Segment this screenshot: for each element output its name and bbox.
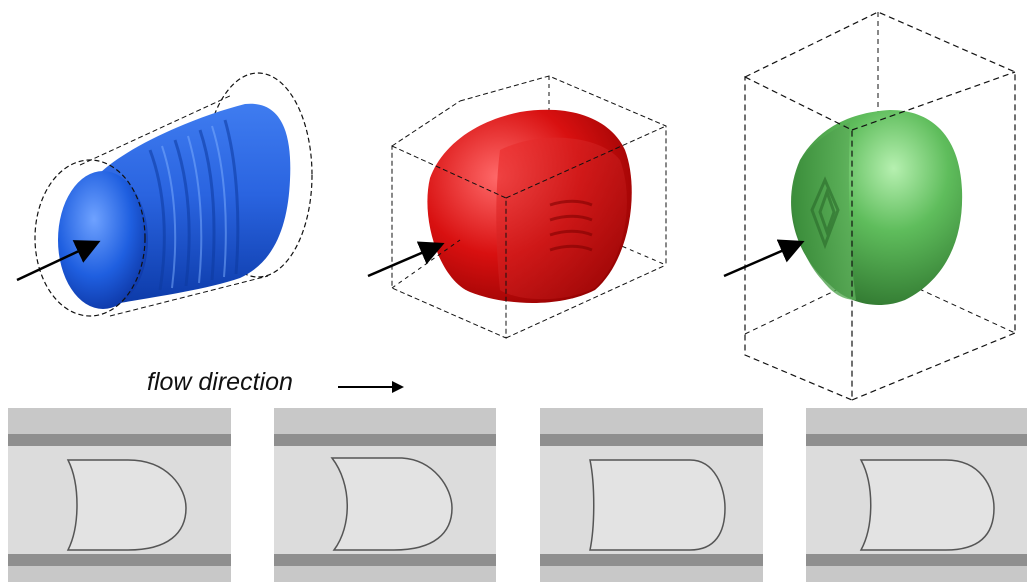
flow-direction-arrow bbox=[338, 381, 404, 393]
cylinder-front-face bbox=[58, 171, 148, 309]
droplet-outline-3 bbox=[589, 459, 726, 551]
box-flow-arrow bbox=[723, 239, 805, 278]
tall-box-panel bbox=[723, 11, 1016, 401]
cube-flow-arrow bbox=[367, 241, 445, 278]
cylinder-front-outline bbox=[34, 159, 146, 317]
micrograph-3 bbox=[540, 408, 763, 582]
micrograph-1 bbox=[8, 408, 231, 582]
micrograph-2 bbox=[274, 408, 496, 582]
cylinder-flow-arrow bbox=[16, 240, 101, 282]
droplet-outline-1 bbox=[66, 459, 187, 551]
flow-direction-label: flow direction bbox=[147, 368, 293, 396]
cube-panel bbox=[367, 75, 667, 339]
droplet-outline-2 bbox=[330, 457, 453, 551]
micrograph-4 bbox=[806, 408, 1027, 582]
droplet-outline-4 bbox=[859, 459, 995, 551]
cylinder-panel bbox=[16, 72, 313, 317]
